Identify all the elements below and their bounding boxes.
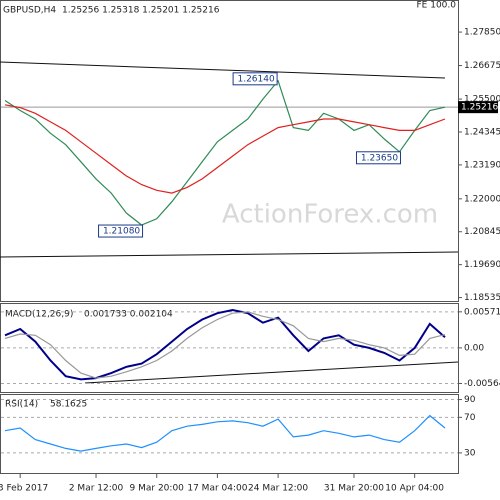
y-tick-label: 0.005717: [464, 307, 500, 317]
x-tick-label: 23 Feb 2017: [0, 484, 48, 494]
x-tick-label: 31 Mar 20:00: [324, 484, 384, 494]
series-line: [4, 311, 446, 379]
series-line: [4, 104, 446, 194]
trend-line: [0, 251, 459, 258]
macd-title: MACD(12,26,9): [5, 310, 73, 320]
y-tick-label: 1.27850: [464, 28, 500, 38]
annotation-label: 1.23650: [361, 153, 398, 163]
trend-line: [84, 361, 459, 384]
annotation: FE 100.0: [417, 1, 457, 11]
y-tick-label: 70: [464, 413, 476, 423]
annotation-label: 1.21080: [103, 227, 140, 237]
x-tick-label: 24 Mar 12:00: [248, 484, 308, 494]
chart-subtitle: 1.25256 1.25318 1.25201 1.25216: [62, 6, 220, 16]
x-tick-label: 2 Mar 12:00: [69, 484, 124, 494]
y-tick-label: 1.20845: [464, 227, 500, 237]
y-tick-label: 0.00: [464, 343, 484, 353]
y-tick-label: 30: [464, 448, 476, 458]
watermark: ActionForex.com: [222, 200, 438, 230]
annotation-box: [355, 151, 401, 165]
series-line: [4, 414, 446, 452]
series-line: [4, 308, 446, 381]
y-tick-label: 1.19690: [464, 260, 500, 270]
y-tick-label: 1.24345: [464, 127, 500, 137]
x-tick-label: 17 Mar 04:00: [187, 484, 247, 494]
rsi-title: RSI(14): [5, 400, 38, 410]
annotation-label: 1.26140: [237, 74, 274, 84]
price-box: [458, 101, 498, 114]
series-line: [4, 79, 446, 226]
y-tick-label: -0.005645: [464, 379, 500, 389]
y-tick-label: 1.23190: [464, 160, 500, 170]
price-panel: [0, 0, 459, 302]
y-tick-label: 1.26675: [464, 61, 500, 71]
y-tick-label: 1.22000: [464, 194, 500, 204]
x-tick-label: 10 Apr 04:00: [385, 484, 444, 494]
y-tick-label: 90: [464, 395, 476, 405]
rsi-subtitle: 58.1625: [50, 400, 87, 410]
annotation-box: [98, 224, 144, 238]
y-tick-label: 1.18535: [464, 293, 500, 303]
y-tick-label: 1.25500: [464, 95, 500, 105]
trend-line: [0, 61, 446, 79]
annotation-box: [232, 72, 278, 86]
macd-subtitle: 0.001733 0.002104: [84, 310, 173, 320]
price-label: 1.25216: [461, 103, 498, 113]
chart-title: GBPUSD,H4: [3, 6, 56, 16]
rsi-panel: [0, 394, 459, 474]
x-tick-label: 9 Mar 20:00: [130, 484, 185, 494]
